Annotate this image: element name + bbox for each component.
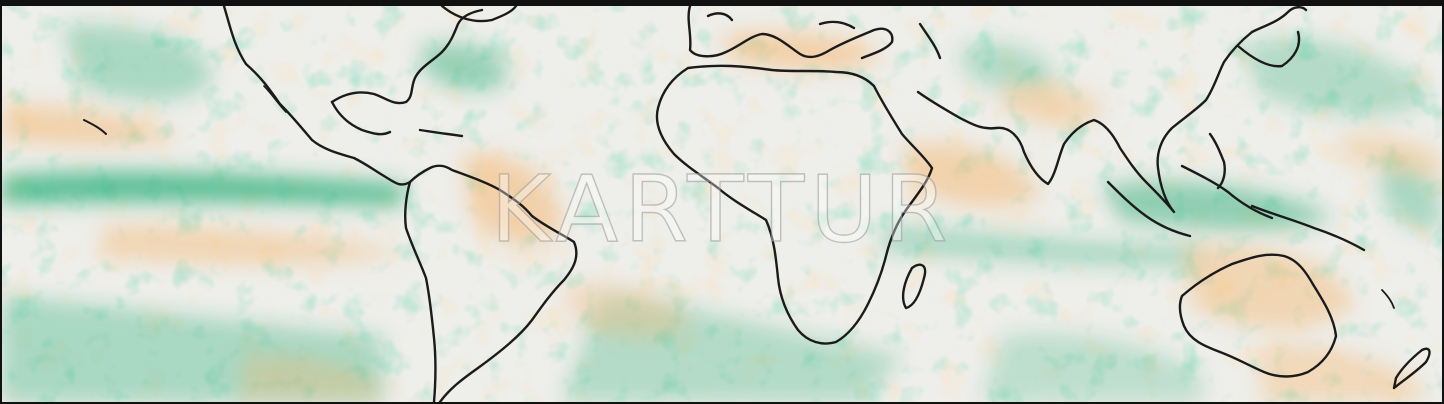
madagascar-coastline bbox=[901, 263, 927, 310]
south-america-west-coastline bbox=[404, 180, 437, 402]
europe-coastline bbox=[687, 6, 894, 60]
north-america-east-coastline bbox=[330, 8, 484, 105]
coastlines bbox=[83, 6, 1431, 402]
new-zealand-coastline bbox=[1392, 347, 1431, 390]
africa-coastline bbox=[655, 64, 934, 345]
dry-anomaly-regions bbox=[2, 32, 1442, 402]
anomaly-map bbox=[2, 6, 1442, 402]
americas-coastline bbox=[222, 6, 578, 402]
australia-coastline bbox=[1178, 253, 1338, 378]
asia-coastline bbox=[916, 30, 1254, 214]
